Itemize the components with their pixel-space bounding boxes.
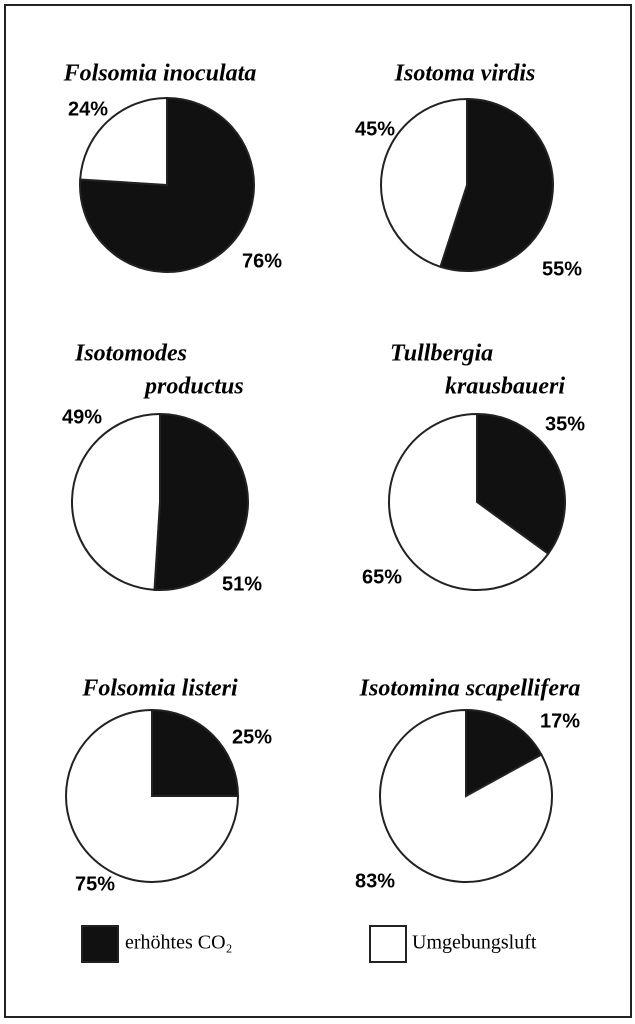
value-label: 49%	[62, 406, 102, 428]
pie-slice	[380, 97, 468, 269]
value-label: 35%	[545, 413, 585, 435]
value-label: 24%	[68, 98, 108, 120]
chart-title: Folsomia inoculata	[63, 61, 257, 87]
pie-slice	[465, 708, 543, 798]
pie-slice	[388, 412, 550, 591]
chart-title: Isotomina scapellifera	[359, 676, 581, 702]
chart-title: Isotoma virdis	[394, 61, 536, 87]
legend-swatch	[369, 925, 407, 963]
pie-slice	[153, 412, 249, 591]
value-label: 83%	[355, 870, 395, 892]
value-label: 55%	[542, 258, 582, 280]
chart-title: Isotomodes	[74, 341, 187, 367]
pie-slice	[476, 412, 566, 556]
pie-slice	[71, 412, 161, 591]
pie-slice	[439, 97, 554, 272]
value-label: 51%	[222, 573, 262, 595]
value-label: 25%	[232, 726, 272, 748]
value-label: 76%	[242, 250, 282, 272]
chart-title: Folsomia listeri	[81, 676, 238, 702]
chart-title: Tullbergia	[390, 341, 493, 367]
legend-swatch	[81, 925, 119, 963]
value-label: 75%	[75, 873, 115, 895]
pie-slice	[151, 708, 240, 797]
value-label: 65%	[362, 566, 402, 588]
value-label: 45%	[355, 118, 395, 140]
legend-label: erhöhtes CO₂	[125, 932, 233, 954]
pie-slice	[79, 96, 168, 187]
pie-slice	[65, 708, 240, 883]
legend-label: Umgebungsluft	[412, 932, 537, 954]
chart-title: productus	[143, 374, 244, 400]
chart-title: krausbaueri	[445, 374, 565, 400]
pie-slice	[379, 708, 553, 883]
value-label: 17%	[540, 710, 580, 732]
